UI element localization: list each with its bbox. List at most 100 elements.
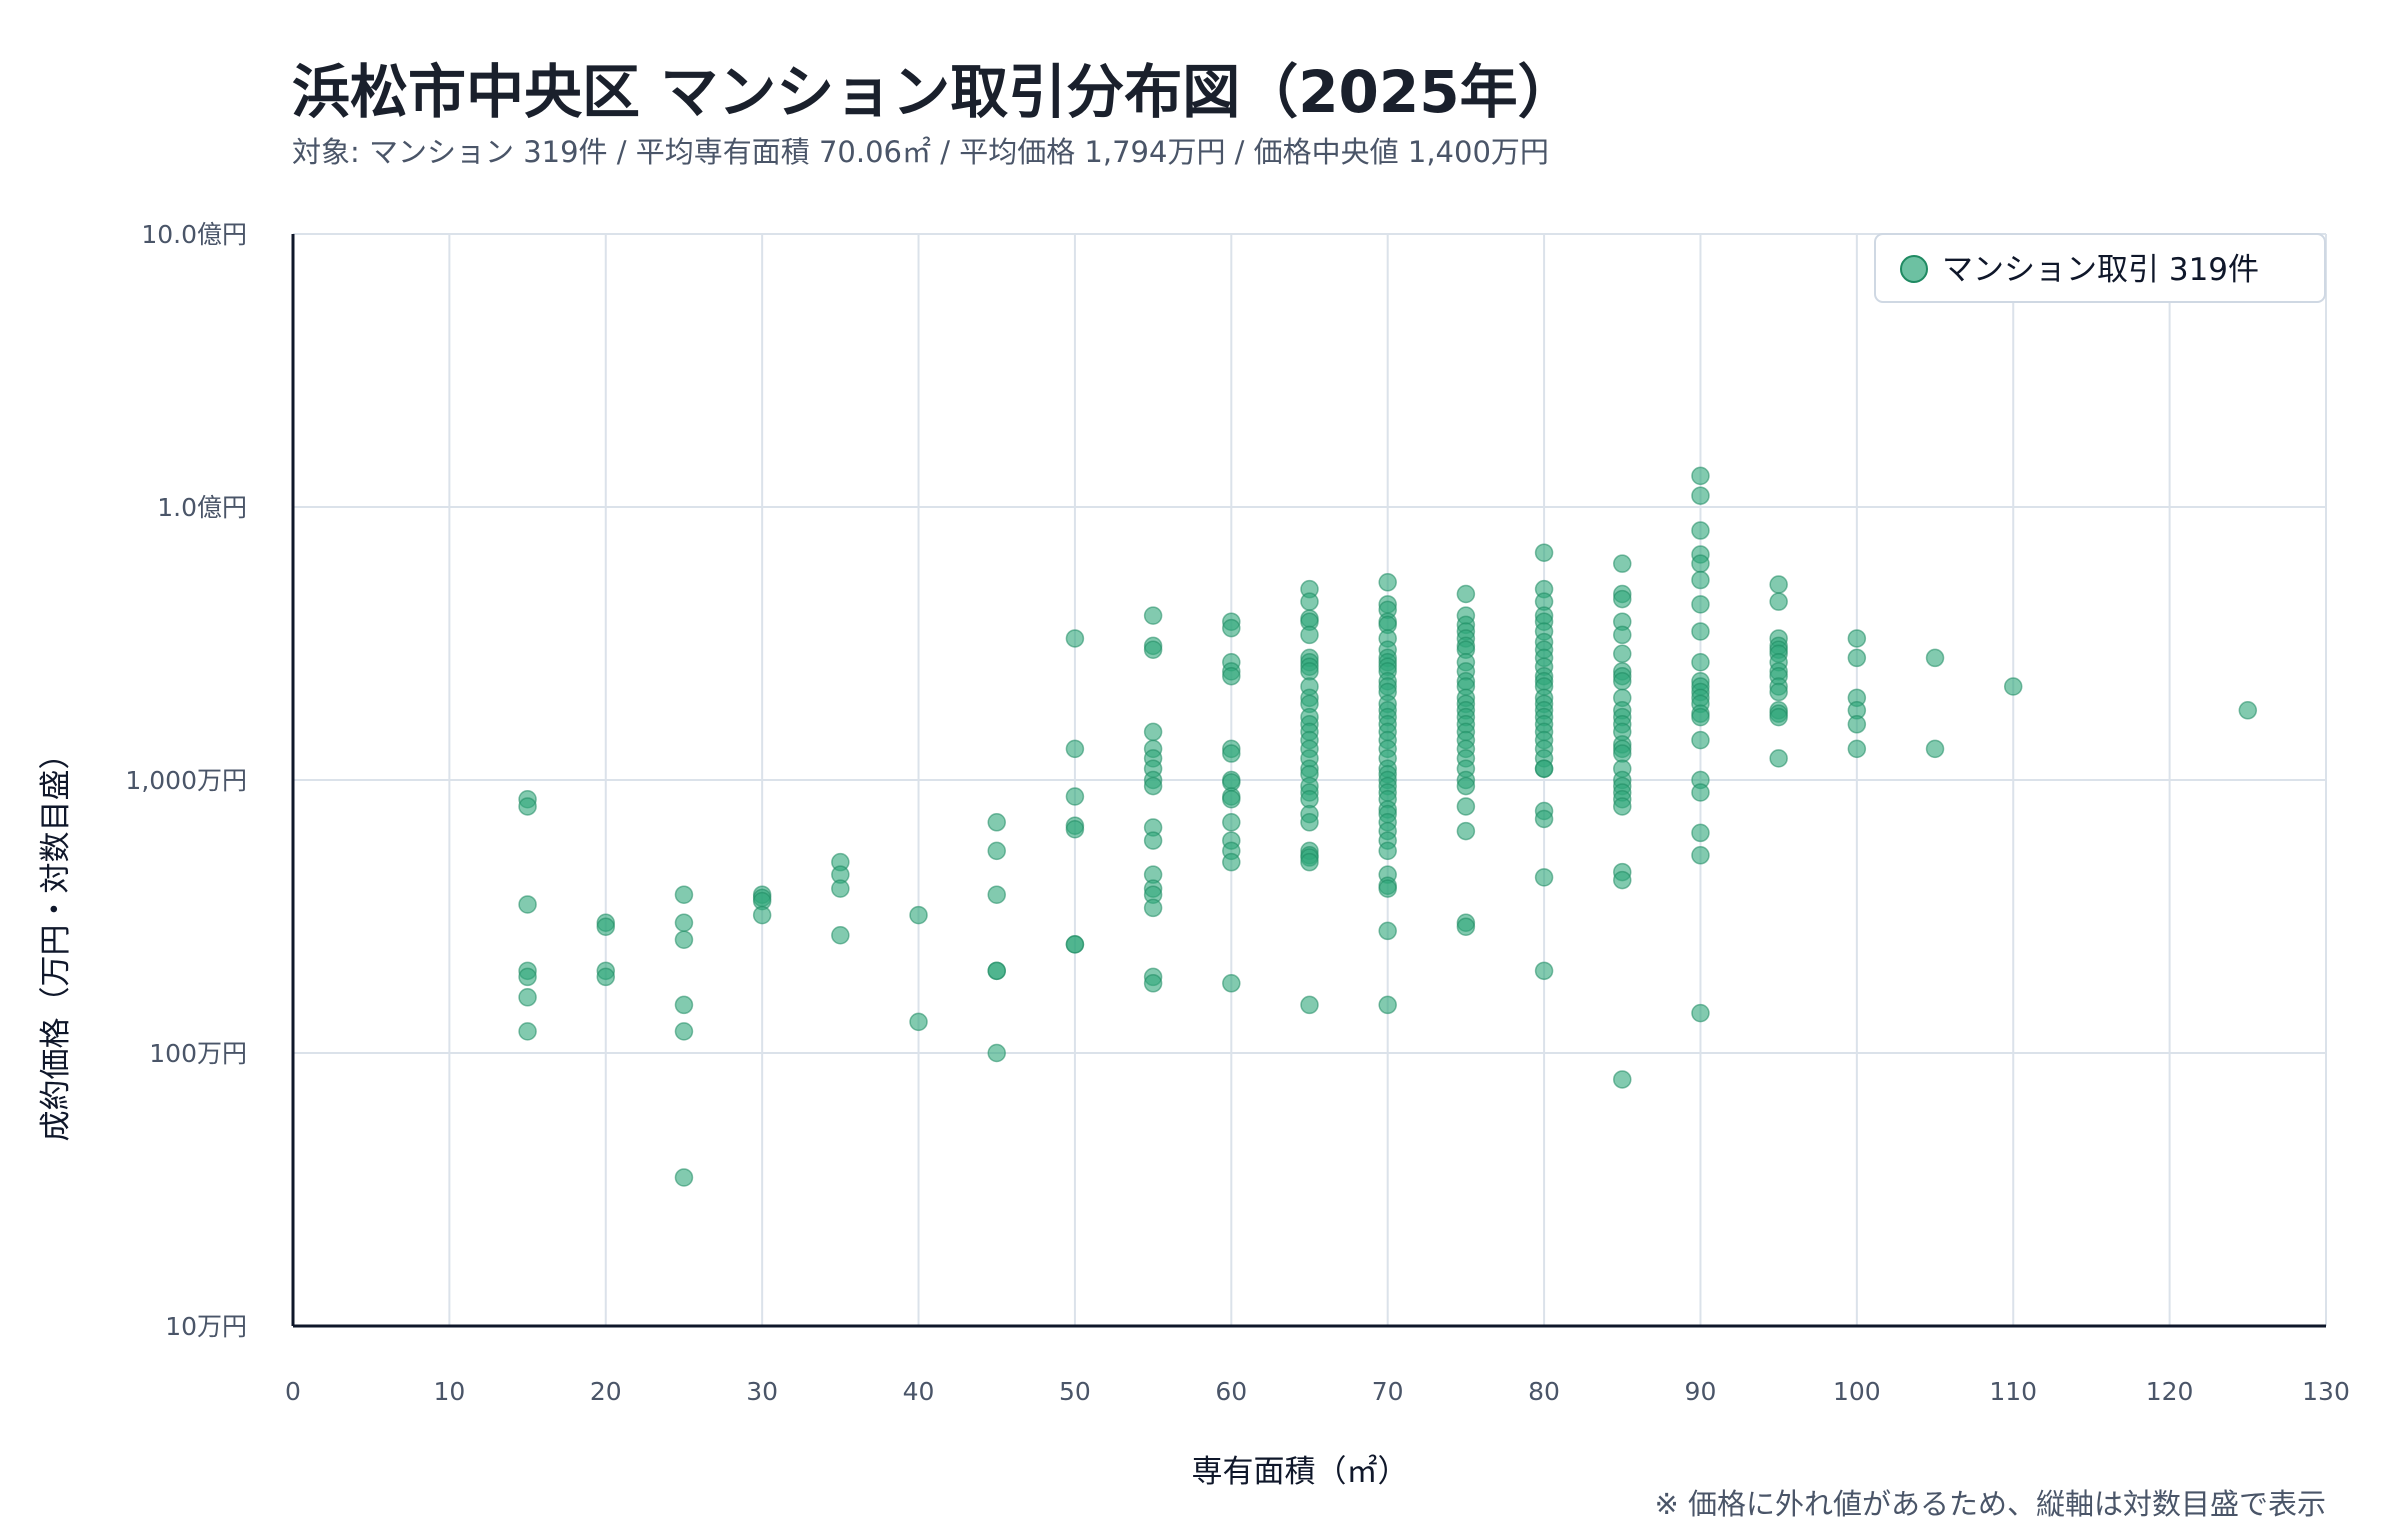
data-point	[2238, 701, 2258, 720]
data-point	[1691, 652, 1710, 672]
x-tick-label: 60	[1215, 1377, 1247, 1406]
data-point	[831, 879, 850, 898]
legend-label: マンション取引 319件	[1942, 252, 2259, 288]
data-point	[596, 917, 616, 937]
data-point	[1534, 759, 1554, 778]
y-tick-label: 10万円	[165, 1312, 247, 1341]
data-point	[518, 895, 537, 914]
data-point	[1613, 625, 1632, 645]
data-point	[1456, 821, 1476, 841]
data-point	[1065, 935, 1085, 954]
data-point	[1378, 573, 1397, 592]
data-point	[674, 913, 694, 932]
data-point	[1691, 823, 1710, 843]
data-point	[674, 930, 694, 949]
chart-title: 浜松市中央区 マンション取引分布図（2025年）	[292, 58, 1576, 126]
x-tick-label: 90	[1685, 1377, 1717, 1406]
legend-marker	[1900, 255, 1928, 283]
data-point	[987, 813, 1006, 832]
data-point	[1378, 921, 1397, 941]
data-point	[1613, 1070, 1632, 1089]
data-point	[1065, 787, 1085, 806]
data-point	[1222, 813, 1241, 832]
x-tick-label: 130	[2302, 1377, 2350, 1406]
data-point	[1300, 852, 1319, 872]
x-tick-label: 120	[2146, 1377, 2194, 1406]
data-point	[1769, 707, 1788, 727]
data-point	[1769, 682, 1788, 702]
data-point	[1065, 739, 1085, 759]
data-point	[1378, 995, 1397, 1015]
x-tick-label: 30	[746, 1377, 778, 1406]
footnote: ※ 価格に外れ値があるため、縦軸は対数目盛で表示	[1654, 1487, 2326, 1520]
data-point	[1456, 776, 1476, 796]
data-point	[1378, 841, 1397, 861]
data-point	[1143, 640, 1163, 659]
y-tick-label: 1,000万円	[125, 766, 247, 795]
x-tick-label: 100	[1833, 1377, 1881, 1406]
data-point	[596, 967, 616, 987]
data-point	[1691, 595, 1710, 614]
data-point	[1065, 629, 1085, 648]
data-point	[1691, 730, 1710, 750]
data-point	[1925, 648, 1945, 668]
data-point	[1691, 486, 1710, 505]
data-point	[1378, 879, 1397, 898]
data-point	[1613, 671, 1632, 691]
y-axis-label: 成約価格（万円・対数目盛）	[38, 739, 74, 1142]
data-point	[987, 841, 1006, 861]
data-point	[674, 1168, 694, 1187]
data-point	[518, 1022, 537, 1041]
data-point	[1300, 813, 1319, 832]
y-tick-label: 1.0億円	[157, 493, 247, 522]
data-point	[1691, 846, 1710, 865]
data-point	[1143, 898, 1163, 918]
x-axis-label: 専有面積（㎡）	[1192, 1454, 1409, 1490]
data-point	[1534, 868, 1554, 887]
data-points	[518, 466, 2258, 1187]
data-point	[1847, 629, 1867, 648]
data-point	[909, 1012, 928, 1032]
x-tick-label: 40	[903, 1377, 935, 1406]
data-point	[1300, 592, 1319, 611]
y-tick-label: 100万円	[149, 1039, 247, 1068]
data-point	[1691, 554, 1710, 573]
data-point	[1222, 744, 1241, 763]
x-tick-label: 0	[285, 1377, 301, 1406]
data-point	[1691, 707, 1710, 727]
data-point	[1534, 809, 1554, 829]
data-point	[987, 1043, 1006, 1063]
data-point	[1456, 797, 1476, 816]
legend-box	[1874, 233, 2326, 303]
x-tick-label: 80	[1528, 1377, 1560, 1406]
data-point	[1691, 466, 1710, 486]
data-point	[518, 797, 537, 816]
data-point	[674, 1022, 694, 1041]
data-point	[1534, 961, 1554, 981]
data-point	[1534, 543, 1554, 562]
data-point	[1613, 589, 1632, 609]
legend: マンション取引 319件	[1874, 233, 2326, 303]
data-point	[1143, 974, 1163, 993]
data-point	[1613, 644, 1632, 664]
data-point	[1222, 666, 1241, 686]
data-point	[1769, 592, 1788, 611]
data-point	[1691, 783, 1710, 802]
data-point	[831, 925, 850, 945]
data-point	[1925, 739, 1945, 759]
data-point	[1769, 575, 1788, 594]
data-point	[1691, 1003, 1710, 1023]
data-point	[1222, 618, 1241, 638]
x-tick-label: 20	[590, 1377, 622, 1406]
data-point	[1456, 584, 1476, 604]
x-axis-ticks: 0 10 20 30 40 50 60 70 80 90 100 110 120 130	[285, 1377, 2350, 1406]
data-point	[1143, 722, 1163, 742]
data-point	[1613, 797, 1632, 816]
data-point	[752, 905, 772, 925]
x-tick-label: 50	[1059, 1377, 1091, 1406]
data-point	[1065, 820, 1085, 839]
data-point	[1143, 831, 1163, 850]
data-point	[1456, 917, 1476, 937]
data-point	[1691, 622, 1710, 641]
